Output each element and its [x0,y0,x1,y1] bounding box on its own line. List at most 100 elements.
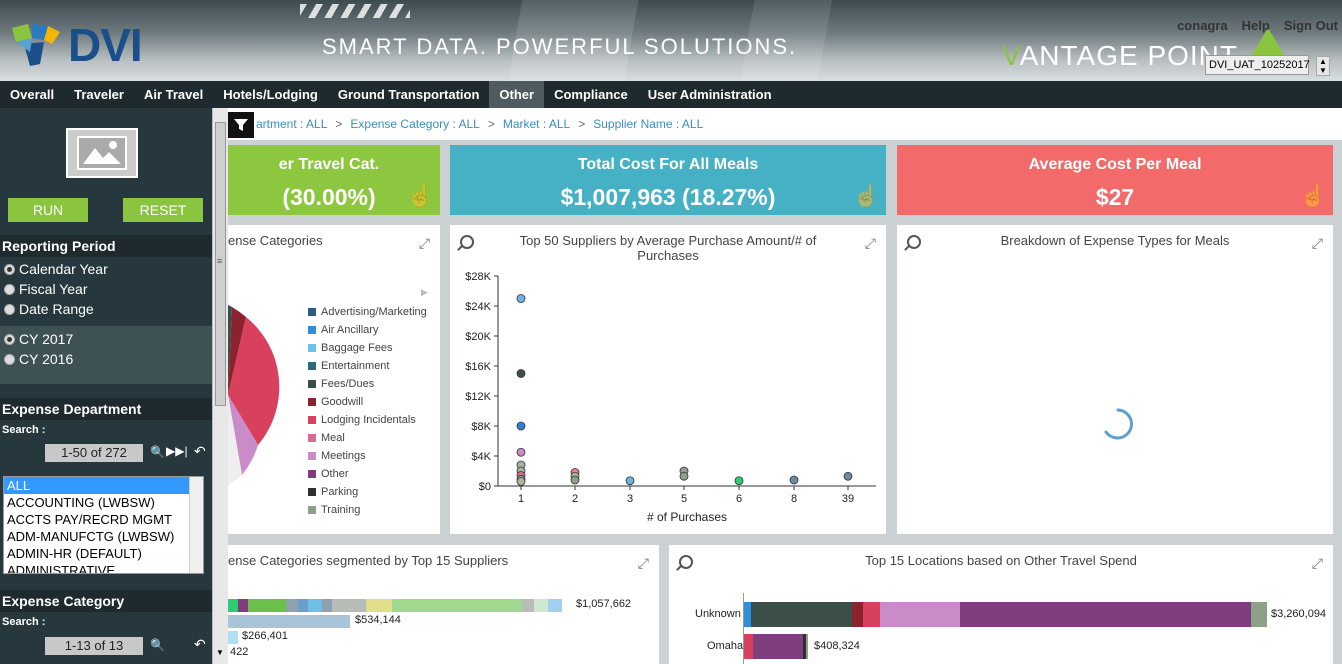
legend-item[interactable]: Fees/Dues [308,375,427,393]
expense-category-title: Expense Category [0,590,212,612]
radio-cy-2016[interactable]: CY 2016 [4,351,73,367]
radio-cy-2017[interactable]: CY 2017 [4,331,73,347]
legend-item[interactable]: Baggage Fees [308,339,427,357]
run-button[interactable]: RUN [8,198,88,222]
breadcrumb: artment : ALL > Expense Category : ALL >… [228,108,1342,140]
nav-user-administration[interactable]: User Administration [647,87,772,102]
bar-value-label: $534,144 [355,614,401,626]
list-item[interactable]: ALL [4,477,203,494]
legend-item[interactable]: Training [308,501,427,519]
scatter-point[interactable] [679,471,689,481]
sidebar-scrollbar[interactable]: ≡ ▼ [212,108,228,664]
legend-item[interactable]: Advertising/Marketing [308,303,427,321]
search-icon[interactable] [460,235,474,249]
list-item[interactable]: ADMINISTRATIVE [7,563,116,574]
legend-item[interactable]: Air Ancillary [308,321,427,339]
location-bar-unknown[interactable] [744,602,1267,627]
scatter-point[interactable] [516,294,526,303]
scatter-chart[interactable]: $0 $4K $8K $12K $16K $20K $24K $28K 1 2 3 5 6 8 39 # of… [450,225,886,534]
breadcrumb-expense-category[interactable]: Expense Category : ALL [350,117,480,131]
scatter-point[interactable] [516,477,526,486]
breadcrumb-supplier[interactable]: Supplier Name : ALL [593,117,704,131]
search-icon[interactable]: 🔍 [150,638,165,652]
search-icon[interactable]: 🔍 [150,445,165,459]
location-bar-omaha[interactable] [744,634,808,659]
meal-breakdown-panel: Breakdown of Expense Types for Meals ⤢ [897,225,1333,534]
breadcrumb-market[interactable]: Market : ALL [502,117,571,131]
pie-chart[interactable] [228,305,288,485]
y-tick-label: $8K [471,421,491,433]
dashboard-main: artment : ALL > Expense Category : ALL >… [228,108,1342,664]
radio-fiscal-year[interactable]: Fiscal Year [4,281,87,297]
breadcrumb-separator: > [335,117,343,131]
radio-icon [4,303,15,315]
scatter-point[interactable] [789,475,799,485]
tagline: SMART DATA. POWERFUL SOLUTIONS. [322,34,798,59]
cat-search-label: Search : [2,616,46,628]
reset-button[interactable]: RESET [123,198,203,222]
legend-item[interactable]: Other [308,465,427,483]
nav-hotels-lodging[interactable]: Hotels/Lodging [223,87,318,102]
scatter-point[interactable] [625,476,635,486]
undo-icon[interactable]: ↶ [194,443,206,459]
nav-traveler[interactable]: Traveler [74,87,124,102]
segmented-bar-2[interactable] [228,615,350,628]
list-scrollbar[interactable] [189,477,203,573]
nav-overall[interactable]: Overall [10,87,55,102]
department-list[interactable]: ALL ACCOUNTING (LWBSW) ACCTS PAY/RECRD M… [3,476,204,574]
scatter-point[interactable] [516,369,526,378]
scatter-point[interactable] [570,475,580,485]
legend-item[interactable]: Parking [308,483,427,501]
nav-air-travel[interactable]: Air Travel [143,87,204,102]
environment-select[interactable]: DVI_UAT_10252017 [1205,55,1310,75]
kpi-average-cost-meal[interactable]: Average Cost Per Meal $27 ☝ [897,145,1333,215]
nav-other[interactable]: Other [489,81,545,108]
next-page-icon[interactable]: ▶▶| [166,444,188,458]
scatter-point[interactable] [516,447,526,457]
legend-item[interactable]: Goodwill [308,393,427,411]
list-item[interactable]: ACCTS PAY/RECRD MGMT [7,512,172,527]
x-tick-label: 2 [572,493,578,505]
scrollbar-thumb[interactable] [215,122,226,406]
scroll-down-icon[interactable]: ▼ [216,648,224,657]
grip-icon: ≡ [217,256,223,266]
expand-icon[interactable]: ⤢ [1311,555,1323,571]
category-label: Unknown [695,608,741,620]
segmented-bar-3[interactable] [228,631,238,644]
filter-icon[interactable] [228,112,254,138]
search-icon[interactable] [907,235,921,249]
undo-icon[interactable]: ↶ [194,636,206,652]
y-tick-label: $12K [465,391,491,403]
sign-out-link[interactable]: Sign Out [1283,18,1338,33]
scatter-point[interactable] [843,471,853,481]
kpi-total-cost-meals[interactable]: Total Cost For All Meals $1,007,963 (18.… [450,145,886,215]
list-item[interactable]: ACCOUNTING (LWBSW) [7,495,155,510]
legend-item[interactable]: Entertainment [308,357,427,375]
legend-item[interactable]: Lodging Incidentals [308,411,427,429]
nav-compliance[interactable]: Compliance [554,87,628,102]
breadcrumb-department[interactable]: artment : ALL [256,117,328,131]
expand-icon[interactable]: ⤢ [1311,235,1323,251]
y-tick-label: $24K [465,301,491,313]
expand-icon[interactable]: ⤢ [864,235,876,251]
environment-scroll[interactable]: ▲ ▼ [1316,56,1330,76]
expand-icon[interactable]: ⤢ [637,555,649,571]
nav-ground-transportation[interactable]: Ground Transportation [337,87,480,102]
radio-date-range[interactable]: Date Range [4,301,94,317]
legend-item[interactable]: Meal [308,429,427,447]
legend-next-icon[interactable]: ▶ [421,287,428,297]
panel-title: ense Categories [228,233,323,248]
list-item[interactable]: ADMIN-HR (DEFAULT) [7,546,142,561]
legend-item[interactable]: Meetings [308,447,427,465]
segmented-bar-1[interactable] [228,599,562,612]
scatter-point[interactable] [734,476,744,486]
category-label: Omaha [707,640,744,652]
expand-icon[interactable]: ⤢ [418,235,430,251]
search-icon[interactable] [679,555,693,569]
help-link[interactable]: Help [1241,18,1270,33]
list-item[interactable]: ADM-MANUFCTG (LWBSW) [7,529,175,544]
kpi-other-travel-category[interactable]: er Travel Cat. (30.00%) ☝ [228,145,440,215]
filter-sidebar: RUN RESET Reporting Period Calendar Year… [0,108,212,664]
radio-calendar-year[interactable]: Calendar Year [4,261,108,277]
scatter-point[interactable] [516,421,526,431]
